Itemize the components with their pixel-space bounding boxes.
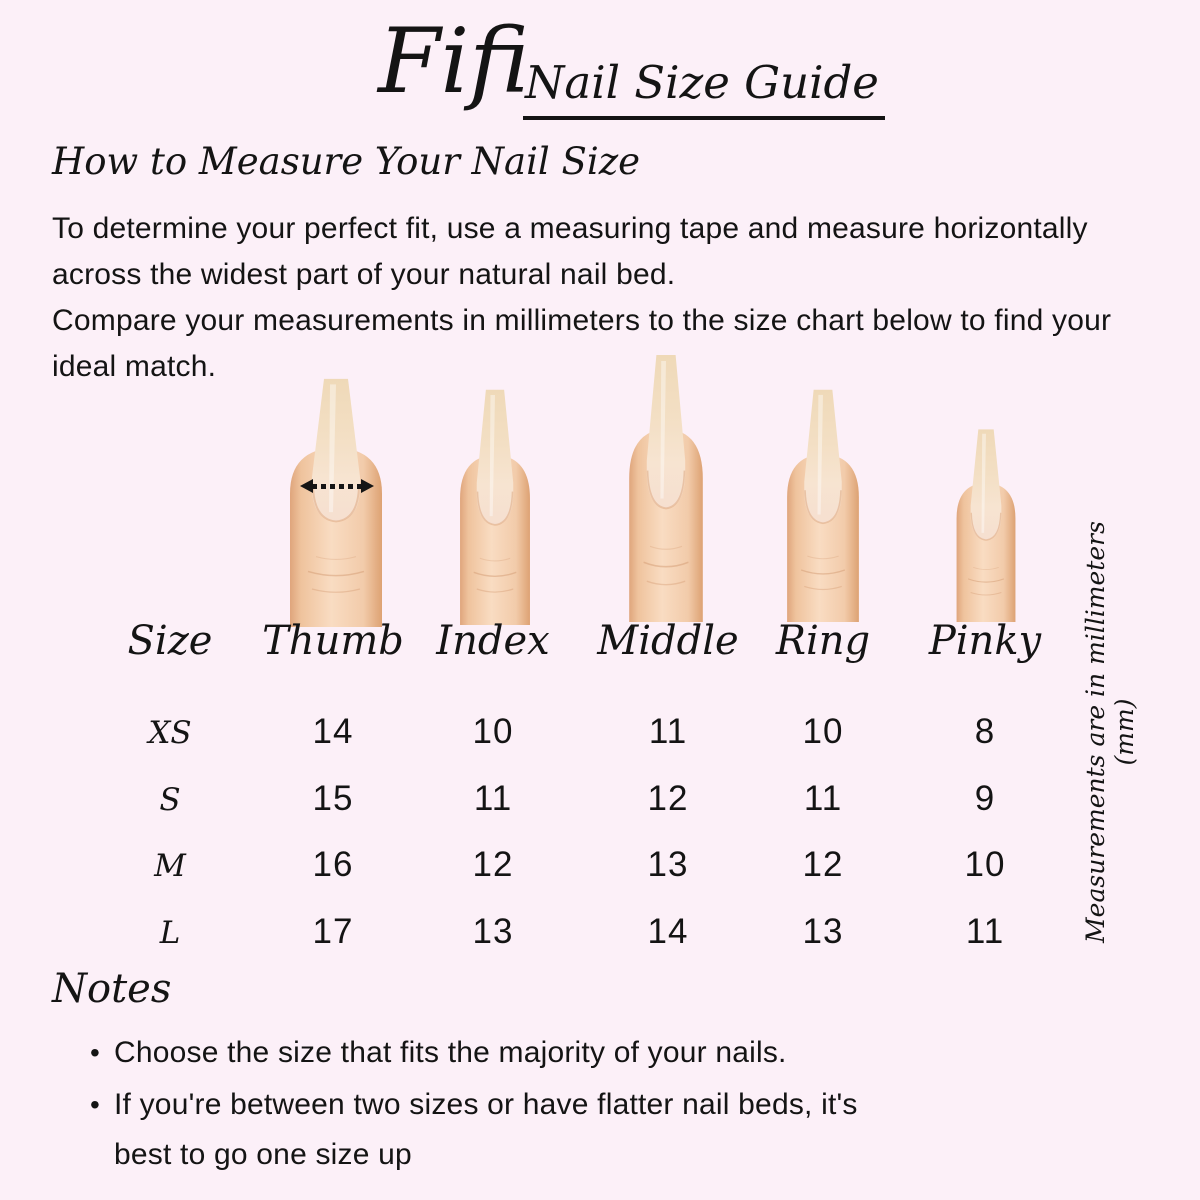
finger-illustration-middle bbox=[626, 353, 706, 622]
col-header-thumb: Thumb bbox=[262, 618, 404, 664]
size-value-cell: 10 bbox=[802, 712, 844, 751]
size-value-cell: 10 bbox=[964, 845, 1006, 884]
size-value-cell: 8 bbox=[974, 712, 996, 751]
size-value-cell: 10 bbox=[472, 712, 514, 751]
page-title: Nail Size Guide bbox=[523, 56, 885, 120]
finger-graphic bbox=[956, 429, 1016, 622]
size-value-cell: 13 bbox=[802, 912, 844, 951]
finger-illustration-ring bbox=[784, 388, 862, 622]
size-value-cell: 12 bbox=[802, 845, 844, 884]
size-value-cell: 13 bbox=[647, 845, 689, 884]
notes-heading: Notes bbox=[52, 966, 172, 1012]
size-value-cell: 16 bbox=[312, 845, 354, 884]
note-item: Choose the size that fits the majority o… bbox=[88, 1028, 868, 1078]
size-value-cell: 12 bbox=[472, 845, 514, 884]
measure-arrow-icon bbox=[300, 479, 374, 493]
size-value-cell: 17 bbox=[312, 912, 354, 951]
finger-illustration-pinky bbox=[954, 428, 1018, 622]
note-item: If you're between two sizes or have flat… bbox=[88, 1080, 868, 1180]
col-header-ring: Ring bbox=[775, 618, 871, 664]
size-value-cell: 11 bbox=[648, 712, 688, 751]
size-value-cell: 15 bbox=[312, 779, 354, 818]
size-value-cell: 13 bbox=[472, 912, 514, 951]
size-row-label: M bbox=[154, 848, 186, 884]
size-row-label: L bbox=[159, 915, 181, 951]
finger-illustration-thumb bbox=[286, 377, 386, 627]
how-to-heading: How to Measure Your Nail Size bbox=[52, 140, 641, 183]
col-header-middle: Middle bbox=[597, 618, 739, 664]
col-header-index: Index bbox=[436, 618, 550, 664]
size-row-label: XS bbox=[148, 715, 192, 751]
instructions-paragraph-2: Compare your measurements in millimeters… bbox=[52, 304, 1112, 383]
finger-graphic bbox=[629, 354, 703, 622]
size-row-label: S bbox=[159, 782, 181, 818]
size-value-cell: 9 bbox=[974, 779, 996, 818]
size-value-cell: 11 bbox=[473, 779, 513, 818]
size-value-cell: 11 bbox=[803, 779, 843, 818]
size-value-cell: 14 bbox=[312, 712, 354, 751]
notes-list: Choose the size that fits the majority o… bbox=[88, 1028, 868, 1182]
finger-graphic bbox=[290, 378, 382, 627]
instructions-paragraph-1: To determine your perfect fit, use a mea… bbox=[52, 212, 1088, 291]
finger-graphic bbox=[787, 389, 859, 622]
col-header-size: Size bbox=[127, 618, 213, 664]
finger-illustration-index bbox=[457, 388, 533, 625]
brand-logo: Fifi bbox=[378, 9, 530, 114]
col-header-pinky: Pinky bbox=[928, 618, 1042, 664]
finger-graphic bbox=[460, 389, 530, 625]
instructions: To determine your perfect fit, use a mea… bbox=[52, 206, 1167, 390]
size-value-cell: 12 bbox=[647, 779, 689, 818]
size-value-cell: 11 bbox=[965, 912, 1005, 951]
units-note: Measurements are in millimeters (mm) bbox=[1081, 521, 1139, 943]
size-value-cell: 14 bbox=[647, 912, 689, 951]
